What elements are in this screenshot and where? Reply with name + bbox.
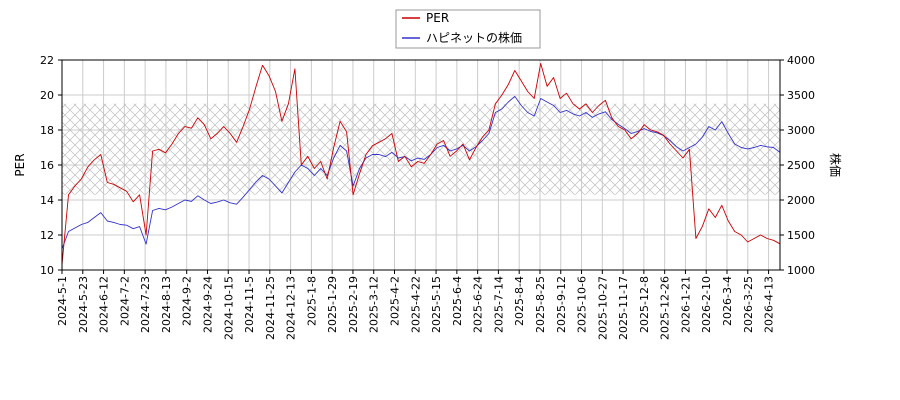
legend-label-price: ハピネットの株価 — [426, 30, 522, 45]
x-tick-label: 2024-7-23 — [139, 276, 152, 333]
x-tick-label: 2025-4-2 — [389, 276, 402, 326]
x-tick-label: 2025-7-14 — [492, 276, 505, 333]
left-tick-label: 16 — [40, 159, 54, 172]
x-tick-label: 2025-4-22 — [409, 276, 422, 333]
right-tick-label: 3000 — [787, 124, 815, 137]
x-tick-label: 2024-11-5 — [243, 276, 256, 333]
x-tick-label: 2025-5-15 — [430, 276, 443, 333]
left-tick-label: 20 — [40, 89, 54, 102]
x-tick-label: 2025-3-12 — [368, 276, 381, 333]
left-axis-title: PER — [13, 153, 27, 176]
left-tick-label: 18 — [40, 124, 54, 137]
right-axis-title: 株価 — [828, 153, 843, 177]
x-tick-label: 2024-12-13 — [285, 276, 298, 340]
x-tick-label: 2025-12-26 — [659, 276, 672, 340]
x-tick-label: 2024-5-23 — [77, 276, 90, 333]
x-tick-label: 2024-6-12 — [98, 276, 111, 333]
x-tick-label: 2024-10-15 — [222, 276, 235, 340]
x-tick-label: 2024-5-1 — [56, 276, 69, 326]
per-series-line — [62, 63, 780, 265]
axis-ticks: 10 12 14 16 18 20 22 1000 1500 2000 2500 3000 3500 40… — [40, 54, 815, 340]
legend: PER ハピネットの株価 — [395, 9, 541, 49]
x-tick-label: 2025-6-4 — [451, 276, 464, 326]
right-tick-label: 1500 — [787, 229, 815, 242]
right-tick-label: 4000 — [787, 54, 815, 67]
legend-label-per: PER — [426, 11, 449, 25]
x-tick-label: 2024-7-2 — [118, 276, 131, 326]
x-tick-label: 2025-10-27 — [596, 276, 609, 340]
series-group — [62, 63, 780, 265]
range-band — [62, 103, 780, 195]
x-tick-label: 2024-9-2 — [181, 276, 194, 326]
x-tick-label: 2025-6-24 — [472, 276, 485, 333]
x-tick-label: 2024-8-13 — [160, 276, 173, 333]
x-tick-label: 2025-8-25 — [534, 276, 547, 333]
right-tick-label: 1000 — [787, 264, 815, 277]
x-tick-label: 2026-2-10 — [700, 276, 713, 333]
x-tick-label: 2025-10-6 — [576, 276, 589, 333]
x-tick-label: 2024-9-24 — [201, 276, 214, 333]
right-tick-label: 2500 — [787, 159, 815, 172]
x-tick-label: 2025-2-19 — [347, 276, 360, 333]
x-tick-label: 2025-1-8 — [305, 276, 318, 326]
left-tick-label: 14 — [40, 194, 54, 207]
x-tick-label: 2024-11-25 — [264, 276, 277, 340]
x-tick-label: 2026-3-4 — [721, 276, 734, 326]
legend-box — [395, 9, 541, 49]
right-tick-label: 2000 — [787, 194, 815, 207]
price-series-line — [62, 95, 780, 250]
left-tick-label: 12 — [40, 229, 54, 242]
x-tick-label: 2025-8-4 — [513, 276, 526, 326]
left-tick-label: 22 — [40, 54, 54, 67]
x-tick-label: 2025-11-17 — [617, 276, 630, 340]
x-tick-label: 2026-3-25 — [742, 276, 755, 333]
left-tick-label: 10 — [40, 264, 54, 277]
x-tick-label: 2025-12-8 — [638, 276, 651, 333]
x-tick-label: 2026-1-21 — [679, 276, 692, 333]
x-tick-label: 2025-1-29 — [326, 276, 339, 333]
x-tick-label: 2026-4-13 — [763, 276, 776, 333]
right-tick-label: 3500 — [787, 89, 815, 102]
x-tick-label: 2025-9-12 — [555, 276, 568, 333]
